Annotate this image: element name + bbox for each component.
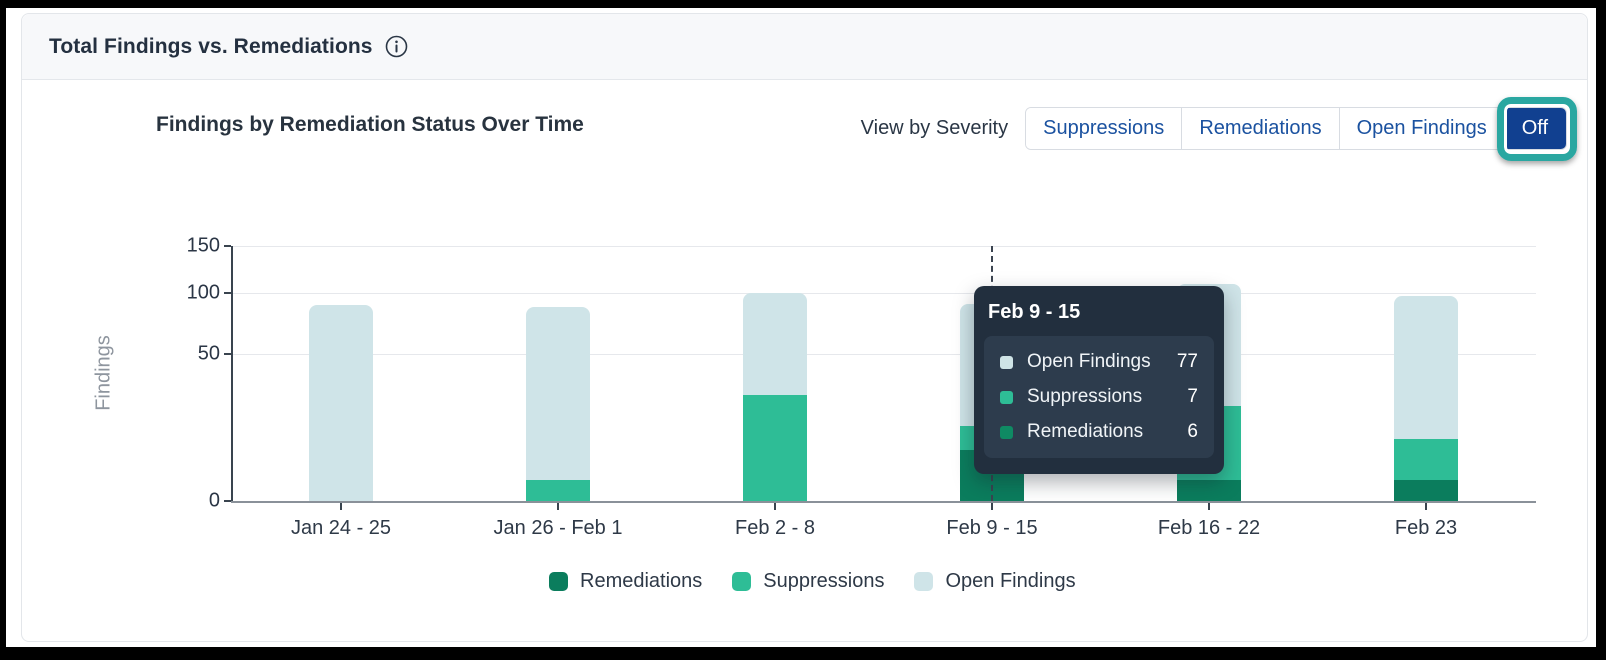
plot-area — [231, 246, 1536, 503]
bar-segment-suppressions[interactable] — [526, 480, 590, 501]
legend-label: Suppressions — [763, 570, 885, 592]
y-tick-mark — [224, 500, 231, 502]
bar-segment-suppressions[interactable] — [743, 394, 807, 501]
x-tick-mark — [557, 503, 559, 510]
x-tick-mark — [774, 503, 776, 510]
y-axis-title: Findings — [92, 335, 115, 411]
chart-tooltip: Feb 9 - 15 Open Findings 77 Suppressions… — [974, 286, 1224, 474]
y-tick-label-100: 100 — [186, 281, 220, 304]
bar-segment-open-findings[interactable] — [309, 304, 373, 501]
y-axis-line — [231, 246, 233, 501]
total-findings-widget: Total Findings vs. Remediations Findings… — [21, 13, 1588, 642]
x-axis-label-5: Feb 16 - 22 — [1157, 517, 1261, 539]
legend-label: Remediations — [580, 570, 703, 592]
tooltip-row-value: 6 — [1187, 421, 1198, 442]
remediations-legend-swatch-icon — [549, 572, 568, 591]
remediations-button[interactable]: Remediations — [1181, 108, 1339, 149]
bar-segment-open-findings[interactable] — [526, 306, 590, 481]
x-tick-mark — [1208, 503, 1210, 510]
chart-title: Findings by Remediation Status Over Time — [156, 113, 584, 136]
y-tick-mark — [224, 352, 231, 355]
tooltip-row-remediations: Remediations 6 — [1000, 421, 1198, 443]
x-tick-mark — [340, 503, 342, 510]
tooltip-row-label: Remediations — [1027, 421, 1144, 442]
suppressions-swatch-icon — [1000, 390, 1013, 404]
legend-label: Open Findings — [945, 570, 1076, 592]
x-tick-mark — [1425, 503, 1427, 510]
y-tick-mark — [224, 291, 231, 294]
x-axis-label-1: Jan 24 - 25 — [290, 517, 392, 539]
tooltip-row-open-findings: Open Findings 77 — [1000, 351, 1198, 373]
y-tick-label-50: 50 — [197, 342, 220, 365]
bar-segment-remediations[interactable] — [1394, 480, 1458, 501]
x-tick-mark — [991, 503, 993, 510]
gridline-150 — [233, 246, 1536, 247]
x-axis-label-6: Feb 23 — [1394, 517, 1458, 539]
info-icon[interactable] — [385, 35, 408, 58]
view-by-severity-label: View by Severity — [860, 117, 1009, 139]
tooltip-row-label: Open Findings — [1027, 351, 1151, 372]
open-findings-button[interactable]: Open Findings — [1338, 108, 1504, 149]
suppressions-legend-swatch-icon — [732, 572, 752, 591]
page-background: Total Findings vs. Remediations Findings… — [6, 8, 1596, 647]
y-tick-mark — [224, 245, 231, 247]
tooltip-row-value: 7 — [1187, 386, 1198, 407]
tooltip-panel: Open Findings 77 Suppressions 7 Remediat… — [984, 336, 1214, 458]
tooltip-row-suppressions: Suppressions 7 — [1000, 386, 1198, 408]
bar-segment-suppressions[interactable] — [1394, 438, 1458, 481]
x-axis-label-2: Jan 26 - Feb 1 — [493, 517, 623, 539]
gridline-50 — [233, 353, 1536, 355]
widget-header: Total Findings vs. Remediations — [22, 14, 1587, 80]
legend-item-suppressions[interactable]: Suppressions — [732, 570, 884, 593]
tooltip-row-label: Suppressions — [1027, 386, 1143, 407]
bar-segment-open-findings[interactable] — [743, 292, 807, 395]
severity-button-group: Suppressions Remediations Open Findings … — [1025, 97, 1577, 161]
bar-segment-open-findings[interactable] — [1394, 295, 1458, 439]
bar-segment-remediations[interactable] — [1177, 480, 1241, 501]
gridline-100 — [233, 292, 1536, 294]
open-findings-swatch-icon — [1000, 355, 1013, 369]
suppressions-button[interactable]: Suppressions — [1026, 108, 1182, 149]
legend-item-open-findings[interactable]: Open Findings — [914, 570, 1076, 593]
off-button-wrap: Off — [1496, 97, 1577, 161]
view-by-severity-controls: View by Severity Suppressions Remediatio… — [860, 97, 1577, 161]
off-button[interactable]: Off — [1503, 108, 1566, 149]
x-axis-label-4: Feb 9 - 15 — [946, 517, 1038, 539]
widget-title: Total Findings vs. Remediations — [49, 34, 373, 58]
open-findings-legend-swatch-icon — [914, 572, 934, 591]
y-tick-label-0: 0 — [208, 489, 220, 512]
chart-legend: Remediations Suppressions Open Findings — [549, 570, 1076, 593]
tooltip-title: Feb 9 - 15 — [988, 301, 1081, 323]
y-tick-label-150: 150 — [186, 234, 220, 257]
remediations-swatch-icon — [1000, 425, 1013, 439]
legend-item-remediations[interactable]: Remediations — [549, 570, 702, 593]
tooltip-row-value: 77 — [1176, 351, 1198, 372]
x-axis-label-3: Feb 2 - 8 — [734, 517, 816, 539]
x-axis-line — [231, 501, 1536, 503]
